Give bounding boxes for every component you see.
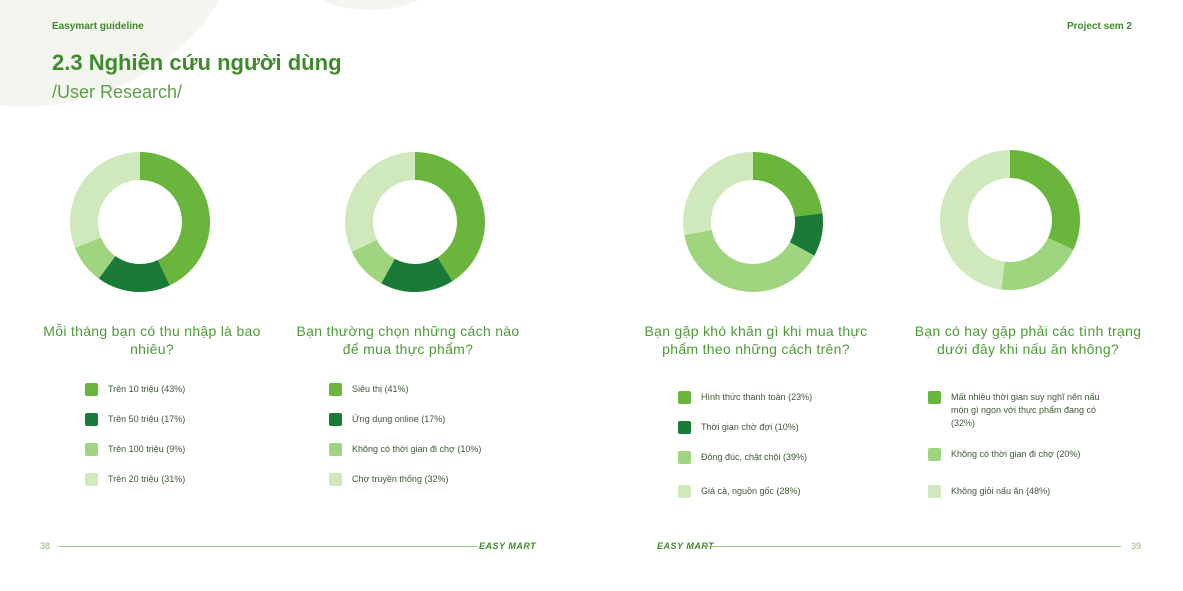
- legend-swatch: [928, 485, 941, 498]
- legend-item: Đông đúc, chật chội (39%): [678, 451, 807, 464]
- donut-slice-3: [351, 239, 395, 284]
- legend-item: Hình thức thanh toán (23%): [678, 391, 812, 404]
- legend-swatch: [329, 413, 342, 426]
- legend-label: Siêu thị (41%): [352, 384, 409, 394]
- legend-swatch: [928, 391, 941, 404]
- legend-label: Chợ truyền thống (32%): [352, 474, 449, 484]
- legend-label: Thời gian chờ đợi (10%): [701, 422, 799, 432]
- legend-item: Trên 20 triệu (31%): [85, 473, 185, 486]
- legend-item: Chợ truyền thống (32%): [329, 473, 448, 486]
- donut-slice-2: [789, 213, 823, 256]
- donut-slice-3: [74, 237, 116, 279]
- donut-slice-2: [98, 255, 170, 292]
- question-difficulties: Bạn gặp khó khăn gì khi mua thực phẩm th…: [644, 323, 868, 357]
- easymart-logo-right: EASY MART: [657, 541, 715, 551]
- legend-label: Mất nhiều thời gian suy nghĩ nên nấu món…: [951, 392, 1100, 428]
- legend-item: Không có thời gian đi chợ (10%): [329, 443, 481, 456]
- donut-slice-4: [70, 152, 140, 248]
- legend-label: Hình thức thanh toán (23%): [701, 392, 813, 402]
- legend-swatch: [329, 443, 342, 456]
- donut-chart-difficulties: [683, 152, 823, 292]
- legend-item: Mất nhiều thời gian suy nghĩ nên nấu món…: [928, 391, 1118, 430]
- legend-swatch: [928, 448, 941, 461]
- legend-item: Trên 100 triệu (9%): [85, 443, 185, 456]
- legend-swatch: [329, 473, 342, 486]
- legend-item: Siêu thị (41%): [329, 383, 409, 396]
- page-subtitle: /User Research/: [52, 82, 183, 102]
- question-purchase-method: Bạn thường chọn những cách nào để mua th…: [296, 323, 520, 357]
- legend-label: Không có thời gian đi chợ (20%): [951, 449, 1081, 459]
- legend-item: Trên 10 triệu (43%): [85, 383, 185, 396]
- legend-swatch: [85, 383, 98, 396]
- legend-label: Trên 50 triệu (17%): [108, 414, 186, 424]
- header-right-label: Project sem 2: [1066, 21, 1132, 32]
- legend-label: Ứng dụng online (17%): [352, 414, 446, 424]
- donut-slice-4: [345, 152, 415, 252]
- donut-slice-2: [381, 257, 453, 292]
- legend-label: Trên 10 triệu (43%): [108, 384, 186, 394]
- header-left-label: Easymart guideline: [52, 21, 144, 32]
- legend-item: Ứng dụng online (17%): [329, 413, 445, 426]
- legend-label: Không giỏi nấu ăn (48%): [951, 486, 1051, 496]
- donut-slice-3: [684, 229, 815, 292]
- legend-swatch: [85, 443, 98, 456]
- legend-label: Không có thời gian đi chợ (10%): [352, 444, 482, 454]
- legend-item: Trên 50 triệu (17%): [85, 413, 185, 426]
- donut-slice-2: [1001, 237, 1074, 290]
- donut-chart-income: [70, 152, 210, 292]
- legend-item: Không có thời gian đi chợ (20%): [928, 448, 1080, 461]
- legend-item: Thời gian chờ đợi (10%): [678, 421, 799, 434]
- legend-swatch: [678, 391, 691, 404]
- donut-chart-cooking-issues: [940, 150, 1080, 290]
- background-blob: [300, 0, 440, 10]
- legend-swatch: [85, 413, 98, 426]
- easymart-logo-left: EASY MART: [479, 541, 537, 551]
- footer-divider-left: [58, 546, 478, 547]
- donut-chart-purchase-method: [345, 152, 485, 292]
- footer-divider-right: [707, 546, 1121, 547]
- legend-swatch: [85, 473, 98, 486]
- legend-label: Trên 100 triệu (9%): [108, 444, 186, 454]
- donut-slice-1: [140, 152, 210, 286]
- legend-label: Trên 20 triệu (31%): [108, 474, 186, 484]
- donut-slice-3: [940, 150, 1010, 290]
- donut-slice-1: [1010, 150, 1080, 250]
- legend-item: Không giỏi nấu ăn (48%): [928, 485, 1050, 498]
- legend-label: Đông đúc, chật chội (39%): [701, 452, 808, 462]
- donut-slice-1: [415, 152, 485, 282]
- page-number-right: 39: [1131, 541, 1142, 551]
- donut-slice-4: [683, 152, 753, 236]
- legend-swatch: [678, 421, 691, 434]
- donut-slice-1: [753, 152, 823, 217]
- question-income: Mỗi tháng bạn có thu nhập là bao nhiêu?: [43, 323, 261, 357]
- page-number-left: 38: [40, 541, 51, 551]
- legend-swatch: [678, 451, 691, 464]
- page-title: 2.3 Nghiên cứu người dùng: [52, 50, 342, 75]
- legend-label: Giá cả, nguồn gốc (28%): [701, 486, 801, 496]
- question-cooking-issues: Bạn có hay gặp phải các tình trạng dưới …: [914, 323, 1142, 357]
- legend-item: Giá cả, nguồn gốc (28%): [678, 485, 801, 498]
- legend-swatch: [678, 485, 691, 498]
- legend-swatch: [329, 383, 342, 396]
